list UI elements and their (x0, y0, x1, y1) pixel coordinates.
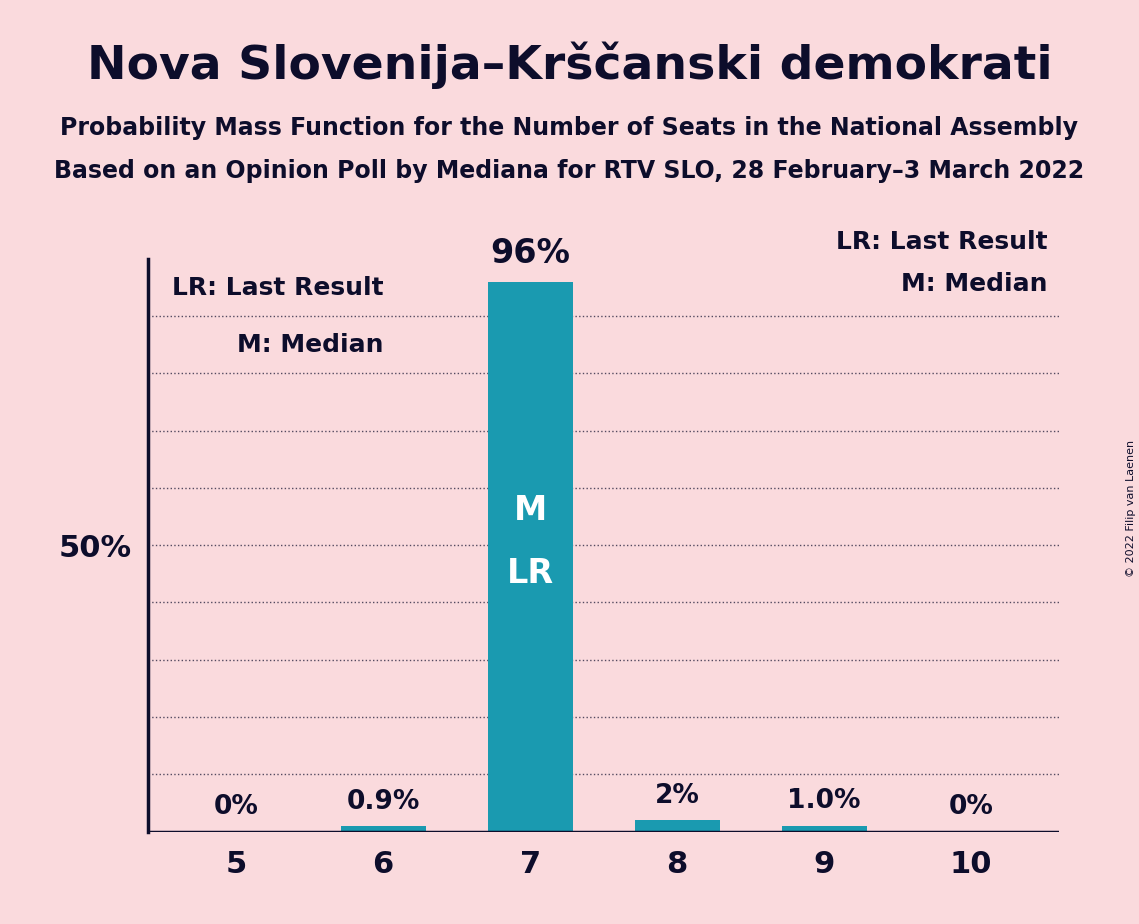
Text: © 2022 Filip van Laenen: © 2022 Filip van Laenen (1126, 440, 1136, 577)
Text: M: Median: M: Median (901, 272, 1048, 296)
Text: LR: LR (507, 557, 554, 590)
Bar (634, 821, 720, 832)
Text: 0%: 0% (214, 794, 259, 821)
Text: Based on an Opinion Poll by Mediana for RTV SLO, 28 February–3 March 2022: Based on an Opinion Poll by Mediana for … (55, 159, 1084, 183)
Text: Nova Slovenija–Krščanski demokrati: Nova Slovenija–Krščanski demokrati (87, 42, 1052, 89)
Text: LR: Last Result: LR: Last Result (172, 276, 383, 300)
Text: 2%: 2% (655, 783, 699, 808)
Text: M: M (514, 494, 547, 528)
Text: 0.9%: 0.9% (346, 789, 420, 815)
Text: M: Median: M: Median (237, 334, 383, 358)
Bar (781, 826, 867, 832)
Bar (341, 826, 426, 832)
Text: 1.0%: 1.0% (787, 788, 861, 814)
Text: Probability Mass Function for the Number of Seats in the National Assembly: Probability Mass Function for the Number… (60, 116, 1079, 140)
Text: LR: Last Result: LR: Last Result (836, 230, 1048, 254)
Bar (487, 282, 573, 832)
Text: 0%: 0% (949, 794, 993, 821)
Text: 96%: 96% (490, 237, 571, 270)
